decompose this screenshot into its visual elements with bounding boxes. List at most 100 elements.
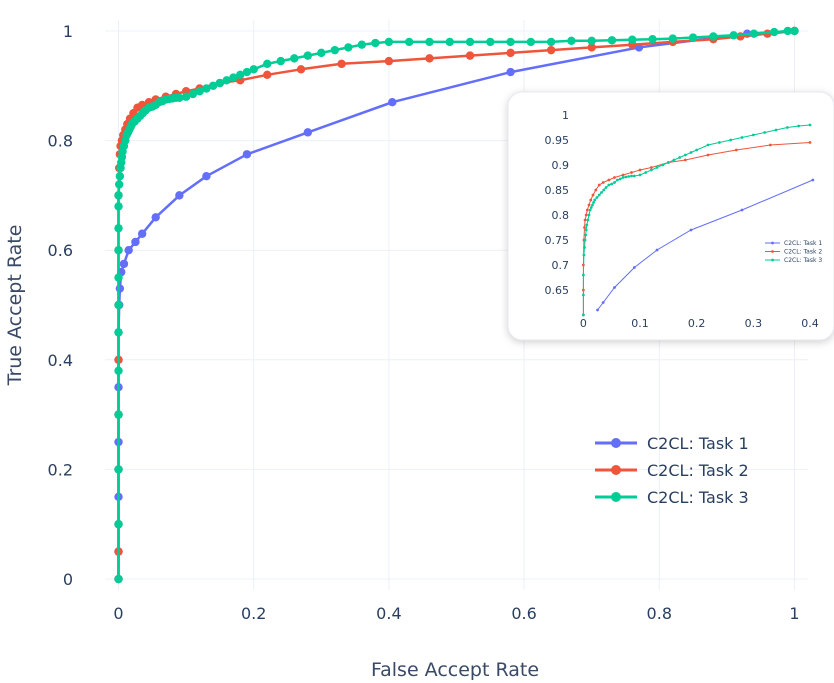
inset-data-point	[584, 233, 588, 237]
data-point	[344, 43, 353, 52]
inset-data-point	[774, 128, 778, 132]
data-point	[546, 37, 556, 47]
inset-tick-labels: 0 0.1 0.2 0.3 0.4 0.65 0.7 0.75 0.8 0.85 0.9 0.95 1	[545, 109, 819, 330]
inset-x-tick-label: 0	[580, 317, 587, 330]
inset-data-point	[588, 208, 592, 212]
data-point	[119, 259, 129, 269]
inset-series-layer	[581, 123, 815, 317]
inset-data-point	[689, 151, 693, 154]
inset-data-point	[740, 208, 744, 212]
inset-legend-label: C2CL: Task 1	[784, 240, 822, 247]
inset-series-c2cl-task-1	[596, 178, 815, 312]
inset-data-point	[597, 183, 601, 187]
data-point	[749, 29, 759, 38]
x-axis-title: False Accept Rate	[371, 659, 539, 681]
inset-data-point	[583, 218, 587, 222]
inset-zoom-panel: 0 0.1 0.2 0.3 0.40.650.70.750.80.850.90.951 …	[507, 91, 834, 341]
inset-y-tick-label: 0.65	[545, 284, 570, 297]
data-point	[175, 191, 184, 200]
legend-label: C2CL: Task 3	[647, 488, 749, 507]
data-point	[114, 465, 123, 474]
data-point	[114, 520, 123, 529]
data-point	[526, 37, 536, 47]
data-point	[607, 36, 617, 45]
legend-marker-icon	[611, 465, 621, 475]
legend-marker-icon	[611, 492, 621, 502]
inset-data-point	[585, 223, 589, 227]
data-point	[506, 48, 515, 58]
inset-data-point	[591, 193, 595, 197]
data-point	[587, 36, 596, 46]
data-point	[425, 54, 434, 63]
inset-data-point	[613, 176, 616, 179]
inset-y-tick-label: 0.75	[545, 234, 570, 247]
legend-item-c2cl-task-2[interactable]: C2CL: Task 2	[595, 461, 749, 480]
inset-data-point	[638, 168, 642, 172]
data-point	[115, 284, 125, 293]
inset-x-tick-label: 0.2	[688, 317, 706, 330]
inset-data-point	[763, 131, 767, 134]
legend-item-c2cl-task-1[interactable]: C2CL: Task 1	[595, 434, 749, 453]
inset-data-point	[661, 163, 665, 167]
inset-data-point	[706, 143, 710, 147]
inset-data-point	[604, 186, 608, 189]
data-point	[151, 213, 160, 222]
inset-series-c2cl-task-2	[581, 141, 812, 317]
inset-data-point	[613, 181, 616, 184]
inset-data-point	[683, 153, 687, 157]
data-point	[546, 45, 556, 55]
data-point	[688, 33, 698, 42]
inset-data-point	[600, 191, 603, 194]
inset-data-point	[644, 171, 648, 174]
inset-data-point	[584, 213, 588, 217]
inset-data-point	[729, 138, 733, 142]
data-point	[114, 180, 124, 189]
inset-data-point	[638, 173, 642, 177]
y-tick-label: 1	[63, 22, 73, 41]
data-point	[587, 43, 596, 52]
data-point	[222, 76, 231, 85]
inset-data-point	[689, 228, 693, 232]
y-tick-label: 0.8	[48, 132, 73, 151]
data-point	[790, 26, 799, 36]
data-point	[114, 366, 123, 375]
inset-data-point	[618, 177, 622, 181]
inset-data-point	[811, 178, 815, 182]
data-point	[242, 150, 252, 159]
data-point	[317, 48, 326, 58]
inset-y-tick-label: 1	[562, 109, 569, 122]
data-point	[114, 300, 123, 310]
inset-legend-item-c2cl-task-1: C2CL: Task 1	[765, 240, 822, 247]
legend-label: C2CL: Task 1	[647, 434, 749, 453]
inset-data-point	[589, 206, 593, 209]
inset-data-point	[632, 174, 636, 178]
data-point	[114, 574, 123, 584]
inset-series-c2cl-task-3	[581, 123, 812, 317]
inset-data-point	[797, 124, 801, 128]
x-tick-label: 0.8	[647, 604, 672, 623]
inset-legend-label: C2CL: Task 2	[784, 249, 822, 256]
data-point	[202, 172, 211, 181]
inset-data-point	[595, 196, 599, 199]
data-point	[181, 92, 191, 101]
data-point	[114, 328, 123, 337]
inset-data-point	[597, 193, 601, 197]
inset-data-point	[584, 228, 588, 232]
data-point	[131, 237, 140, 247]
inset-y-tick-label: 0.8	[552, 209, 570, 222]
y-tick-label: 0.2	[48, 460, 73, 479]
inset-legend-item-c2cl-task-3: C2CL: Task 3	[765, 257, 822, 264]
inset-data-point	[655, 166, 659, 169]
inset-legend-item-c2cl-task-2: C2CL: Task 2	[765, 249, 822, 256]
inset-series-line	[597, 179, 813, 311]
data-point	[648, 34, 657, 44]
legend-item-c2cl-task-3[interactable]: C2CL: Task 3	[595, 488, 749, 507]
inset-data-point	[627, 175, 631, 178]
data-point	[388, 98, 397, 107]
inset-data-point	[655, 248, 659, 252]
inset-data-point	[583, 226, 586, 229]
data-point	[290, 54, 299, 63]
inset-data-point	[602, 188, 606, 192]
data-point	[668, 34, 678, 43]
